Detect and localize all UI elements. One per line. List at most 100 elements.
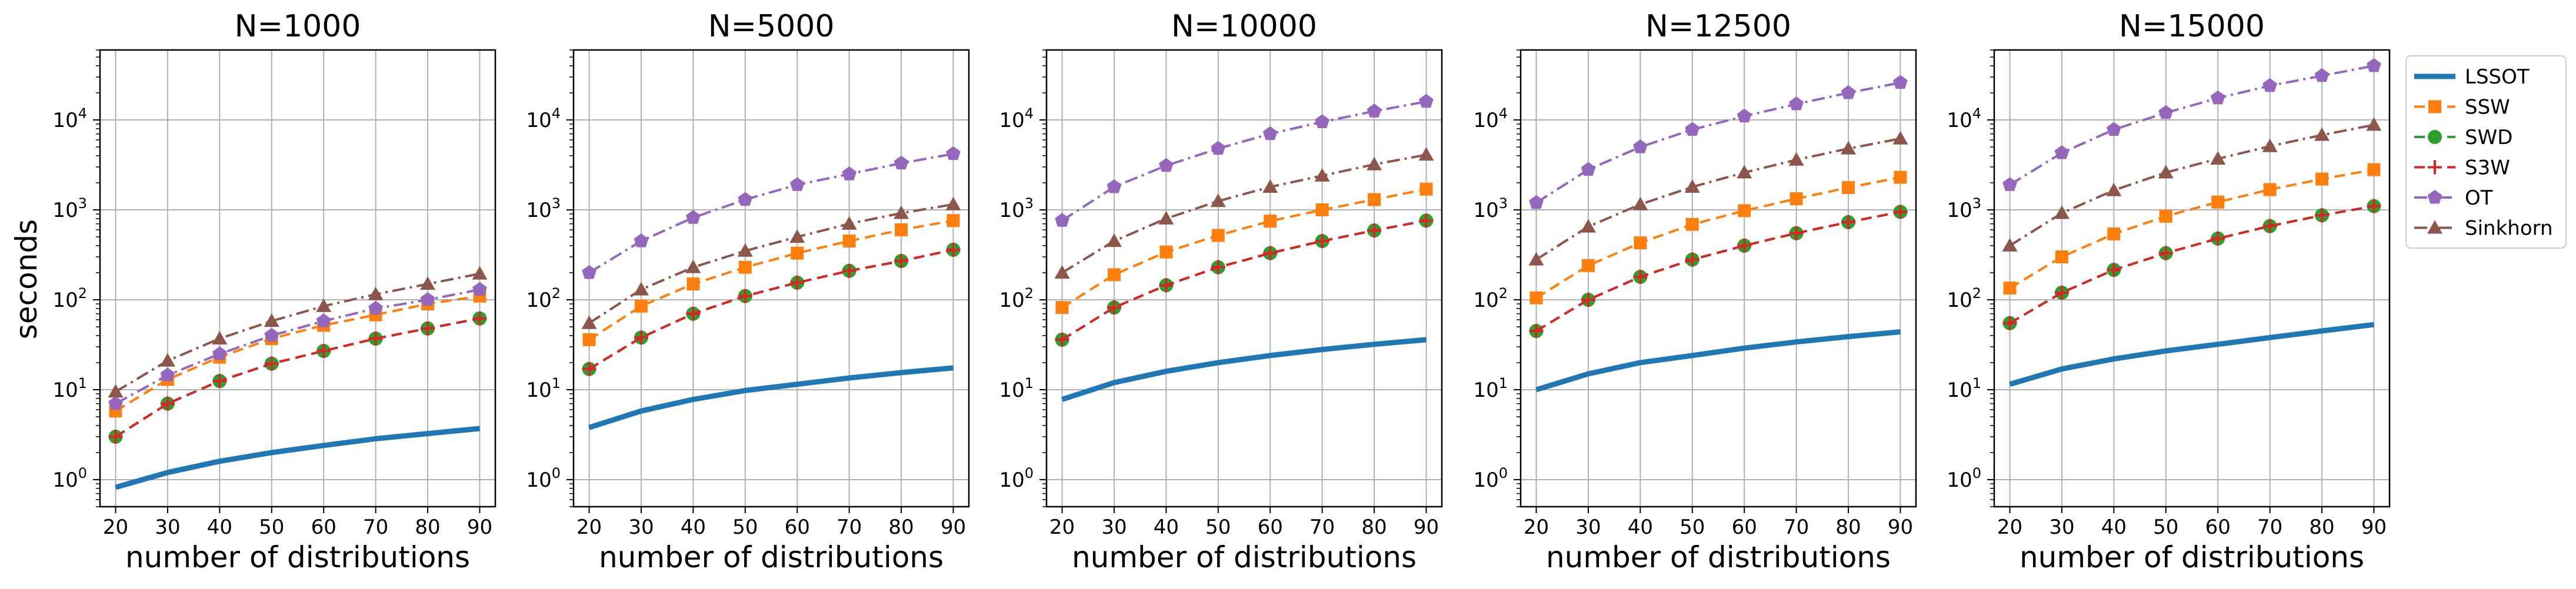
x-tick-label: 30: [1101, 516, 1127, 539]
series-ssw: [582, 214, 960, 346]
x-tick-label: 20: [1049, 516, 1075, 539]
marker-plus: [1419, 213, 1434, 228]
marker-plus: [634, 330, 648, 345]
legend-box: [2405, 55, 2567, 249]
series-line: [115, 288, 480, 405]
marker-pentagon: [1159, 158, 1174, 172]
x-tick-label: 60: [785, 516, 810, 539]
marker-triangle: [894, 205, 909, 219]
x-tick-label: 60: [1732, 516, 1757, 539]
x-tick-label: 90: [941, 516, 966, 539]
series-ot: [1055, 93, 1434, 227]
marker-plus: [790, 275, 805, 290]
marker-plus: [2262, 219, 2277, 233]
marker-pentagon: [2367, 58, 2381, 72]
marker-pentagon: [946, 146, 961, 160]
marker-triangle: [2314, 127, 2330, 141]
marker-pentagon: [1893, 75, 1908, 89]
series-sinkhorn: [1054, 147, 1434, 279]
marker-triangle: [2002, 237, 2018, 252]
series-line: [1535, 137, 1901, 261]
y-tick-label: 103: [999, 195, 1034, 222]
x-tick-label: 80: [415, 516, 440, 539]
marker-plus: [264, 356, 279, 371]
series-sinkhorn: [581, 196, 961, 329]
marker-square: [1634, 236, 1647, 250]
marker-triangle: [1210, 193, 1226, 208]
marker-triangle: [841, 216, 857, 230]
panel-title: N=1000: [235, 9, 361, 44]
marker-square: [2107, 227, 2121, 240]
y-tick-label: 100: [52, 465, 87, 492]
x-tick-label: 50: [2153, 516, 2178, 539]
series-ssw: [2003, 163, 2381, 295]
x-tick-label: 60: [1258, 516, 1283, 539]
series-lssot: [1535, 329, 1901, 393]
series-line: [1061, 219, 1427, 341]
axes-frame: [572, 49, 970, 508]
y-tick-label: 102: [1473, 285, 1508, 312]
marker-square: [2055, 250, 2068, 264]
marker-plus: [2428, 160, 2442, 175]
marker-pentagon: [1789, 96, 1804, 111]
legend-item-s3w: S3W: [2414, 156, 2510, 180]
marker-square: [895, 223, 908, 236]
axes-frame: [1993, 49, 2391, 508]
marker-triangle: [108, 384, 124, 398]
marker-triangle: [1684, 179, 1700, 193]
marker-square: [1842, 181, 1855, 195]
marker-square: [2315, 172, 2329, 186]
marker-square: [947, 214, 960, 227]
panel-2: 20 30 40 50 60 70 80 90 100 101 102 103 104 N=5000 num…: [526, 9, 970, 574]
marker-triangle: [472, 266, 488, 280]
marker-pentagon: [2427, 190, 2442, 204]
marker-pentagon: [738, 192, 753, 206]
y-tick-label: 103: [526, 195, 561, 222]
series-line: [588, 219, 954, 341]
marker-square: [687, 277, 700, 291]
x-tick-label: 30: [1575, 516, 1601, 539]
marker-triangle: [1788, 152, 1804, 166]
marker-square: [1581, 259, 1595, 272]
x-tick-label: 90: [2361, 516, 2387, 539]
y-tick-label: 102: [999, 285, 1034, 312]
marker-square: [1264, 215, 1277, 228]
y-tick-label: 104: [52, 105, 87, 132]
marker-triangle: [685, 259, 701, 273]
panel-1: 20 30 40 50 60 70 80 90 100 101 102 103 104 N=1000 num…: [52, 9, 496, 574]
x-axis-label: number of distributions: [125, 540, 470, 574]
y-tick-label: 104: [526, 105, 561, 132]
marker-plus: [738, 289, 752, 303]
marker-pentagon: [686, 210, 701, 224]
y-tick-label: 102: [1947, 285, 1981, 312]
x-tick-label: 70: [837, 516, 862, 539]
series-line: [1061, 337, 1427, 402]
x-tick-label: 70: [1784, 516, 1809, 539]
legend-item-sinkhorn: Sinkhorn: [2414, 217, 2553, 240]
y-tick-label: 104: [999, 105, 1034, 132]
marker-square: [2003, 282, 2017, 295]
marker-square: [1159, 245, 1173, 259]
series-ot: [1529, 75, 1908, 209]
marker-plus: [1841, 215, 1856, 229]
marker-pentagon: [1367, 103, 1382, 118]
x-tick-label: 20: [1997, 516, 2022, 539]
marker-triangle: [633, 282, 649, 296]
marker-square: [1529, 291, 1543, 304]
y-tick-label: 101: [1947, 375, 1981, 402]
marker-pentagon: [2210, 90, 2225, 105]
x-tick-label: 70: [363, 516, 388, 539]
marker-square: [634, 299, 648, 313]
series-line: [2009, 168, 2374, 289]
series-line: [2009, 64, 2374, 186]
marker-plus: [1211, 260, 1225, 275]
marker-plus: [1055, 332, 1069, 347]
marker-pentagon: [1529, 195, 1544, 209]
marker-pentagon: [1737, 108, 1752, 123]
marker-plus: [842, 263, 857, 278]
marker-plus: [1789, 226, 1804, 240]
marker-pentagon: [1262, 126, 1278, 140]
marker-square: [582, 333, 596, 346]
marker-triangle: [1367, 156, 1382, 170]
marker-triangle: [581, 315, 597, 329]
